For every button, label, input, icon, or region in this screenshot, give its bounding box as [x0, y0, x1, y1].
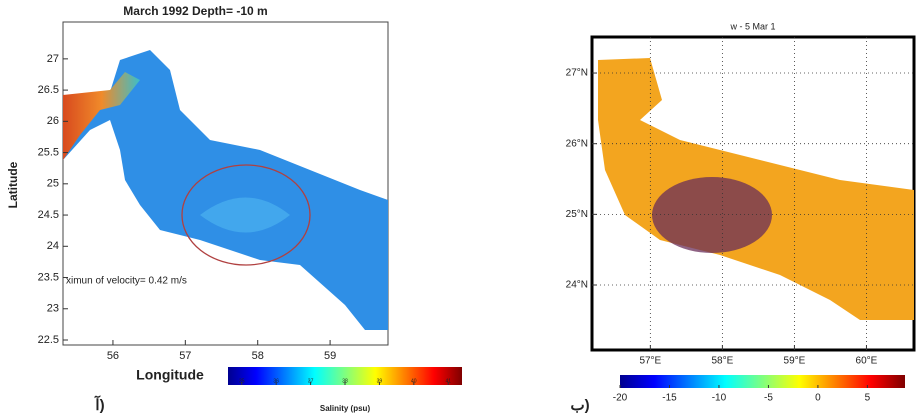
colorbar-tick-label: 41: [445, 378, 451, 384]
colorbar-tick-label: 0: [815, 393, 821, 404]
eddy-core: [200, 197, 290, 233]
colorbar-tick-label: 35: [239, 378, 245, 384]
colorbar: [620, 375, 905, 388]
y-tick-label: 26°N: [566, 138, 588, 149]
colorbar-tick-label: -10: [712, 393, 727, 404]
sea-area: [63, 50, 388, 330]
y-axis-label: Latitude: [6, 161, 20, 208]
eddy-circle: [181, 164, 311, 266]
x-axis-label: Longitude: [136, 367, 204, 383]
y-tick-label: 25.5: [38, 146, 59, 158]
panel-title: w - 5 Mar 1: [729, 21, 775, 31]
y-tick-label: 24.5: [38, 209, 59, 221]
x-tick-label: 59°E: [784, 356, 806, 367]
y-tick-label: 25°N: [566, 209, 588, 220]
y-tick-label: 27°N: [566, 68, 588, 79]
colorbar-tick-label: -5: [764, 393, 773, 404]
colorbar-tick-label: 39: [377, 378, 383, 384]
x-tick-label: 57°E: [639, 356, 661, 367]
annotation: ximun of velocity= 0.42 m/s: [66, 275, 187, 286]
panel-title: March 1992 Depth= -10 m: [123, 4, 267, 18]
y-tick-label: 24: [47, 240, 59, 252]
colorbar-tick-label: 37: [308, 378, 314, 384]
sea-area: [598, 58, 914, 320]
x-tick-label: 57: [179, 350, 191, 362]
colorbar-tick-label: 36: [273, 378, 279, 384]
colorbar-tick-label: -15: [662, 393, 677, 404]
colorbar-tick-label: 5: [865, 393, 871, 404]
y-tick-label: 26: [47, 115, 59, 127]
colorbar: [228, 367, 462, 385]
x-tick-label: 58°E: [711, 356, 733, 367]
y-tick-label: 27: [47, 53, 59, 65]
y-tick-label: 22.5: [38, 334, 59, 346]
y-tick-label: 25: [47, 178, 59, 190]
colorbar-tick-label: -20: [613, 393, 628, 404]
x-tick-label: 58: [252, 350, 264, 362]
y-tick-label: 23.5: [38, 271, 59, 283]
y-tick-label: 24°N: [566, 280, 588, 291]
panel-label: ب): [570, 397, 589, 414]
panel-label: آ): [94, 395, 104, 414]
x-tick-label: 56: [107, 350, 119, 362]
y-tick-label: 23: [47, 303, 59, 315]
high-salinity-area: [63, 72, 140, 160]
colorbar-label: Salinity (psu): [320, 404, 371, 413]
x-tick-label: 60°E: [856, 356, 878, 367]
colorbar-tick-label: 38: [342, 378, 348, 384]
y-tick-label: 26.5: [38, 84, 59, 96]
colorbar-tick-label: 40: [411, 378, 417, 384]
x-tick-label: 59: [324, 350, 336, 362]
eddy-noise: [652, 177, 772, 253]
